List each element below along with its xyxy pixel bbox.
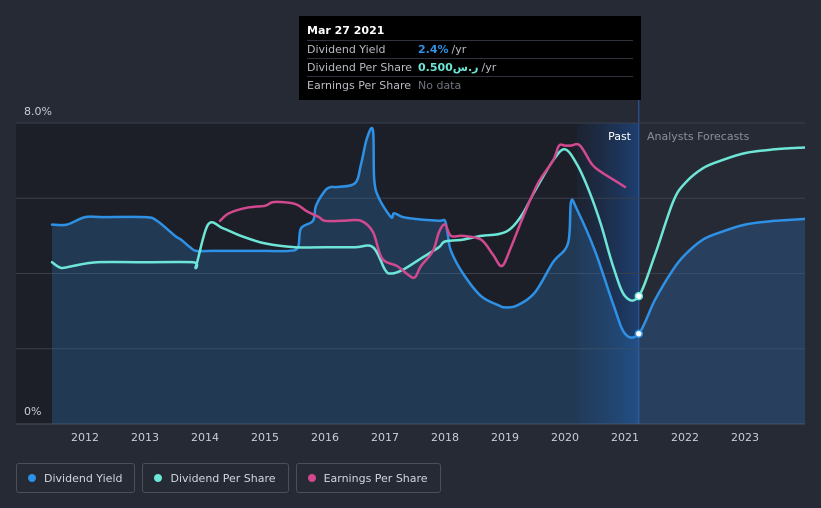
tooltip-row-value: 2.4% — [418, 43, 449, 56]
legend-dot-icon — [28, 474, 36, 482]
x-tick-label: 2013 — [131, 431, 159, 444]
legend-item-earnings-per-share[interactable]: Earnings Per Share — [295, 463, 441, 493]
tooltip-row-earnings-per-share: Earnings Per Share No data — [307, 76, 633, 94]
tooltip-row-name: Dividend Per Share — [307, 61, 413, 74]
legend-dot-icon — [307, 474, 316, 482]
legend-label: Dividend Per Share — [170, 471, 276, 485]
y-tick-label: 8.0% — [24, 105, 52, 118]
markers — [634, 291, 644, 338]
marker-point-0 — [634, 329, 644, 338]
legend-label: Dividend Yield — [44, 471, 123, 485]
series-area-0 — [52, 127, 805, 424]
tooltip-row-dividend-yield: Dividend Yield 2.4% /yr — [307, 40, 633, 58]
y-axis-ticks: 8.0% 0% — [24, 105, 52, 418]
x-tick-label: 2018 — [431, 431, 459, 444]
x-axis-ticks: 2012 2013 2014 2015 2016 2017 2018 2019 2020 2021… — [71, 431, 759, 444]
series-line-1 — [50, 146, 805, 302]
legend-item-dividend-yield[interactable]: Dividend Yield — [16, 463, 136, 493]
legend-label: Earnings Per Share — [323, 471, 428, 485]
x-tick-label: 2012 — [71, 431, 99, 444]
tooltip-row-dividend-per-share: Dividend Per Share 0.500ر.س /yr — [307, 58, 633, 76]
forecast-label: Analysts Forecasts — [647, 130, 750, 143]
x-tick-label: 2016 — [311, 431, 339, 444]
legend: Dividend Yield Dividend Per Share Earnin… — [16, 463, 441, 493]
series-line-2 — [218, 142, 627, 280]
tooltip-row-unit: /yr — [451, 43, 467, 56]
series-layer — [50, 126, 805, 424]
tooltip-date: Mar 27 2021 — [307, 24, 385, 37]
x-tick-label: 2023 — [731, 431, 759, 444]
tooltip-row-name: Dividend Yield — [307, 43, 386, 56]
tooltip-row-value: No data — [418, 79, 462, 92]
x-tick-label: 2014 — [191, 431, 219, 444]
legend-item-dividend-per-share[interactable]: Dividend Per Share — [142, 463, 289, 493]
tooltip: Mar 27 2021 Dividend Yield 2.4% /yr Divi… — [299, 16, 641, 100]
y-tick-label: 0% — [24, 405, 41, 418]
x-tick-label: 2019 — [491, 431, 519, 444]
marker-point-1 — [634, 291, 644, 301]
x-tick-label: 2020 — [551, 431, 579, 444]
x-tick-label: 2022 — [671, 431, 699, 444]
legend-dot-icon — [154, 474, 163, 482]
x-tick-label: 2021 — [611, 431, 639, 444]
x-tick-label: 2015 — [251, 431, 279, 444]
tooltip-row-unit: /yr — [481, 61, 497, 74]
x-tick-label: 2017 — [371, 431, 399, 444]
tooltip-row-name: Earnings Per Share — [307, 79, 412, 92]
tooltip-row-value: 0.500ر.س — [418, 61, 479, 74]
past-label: Past — [608, 130, 632, 143]
